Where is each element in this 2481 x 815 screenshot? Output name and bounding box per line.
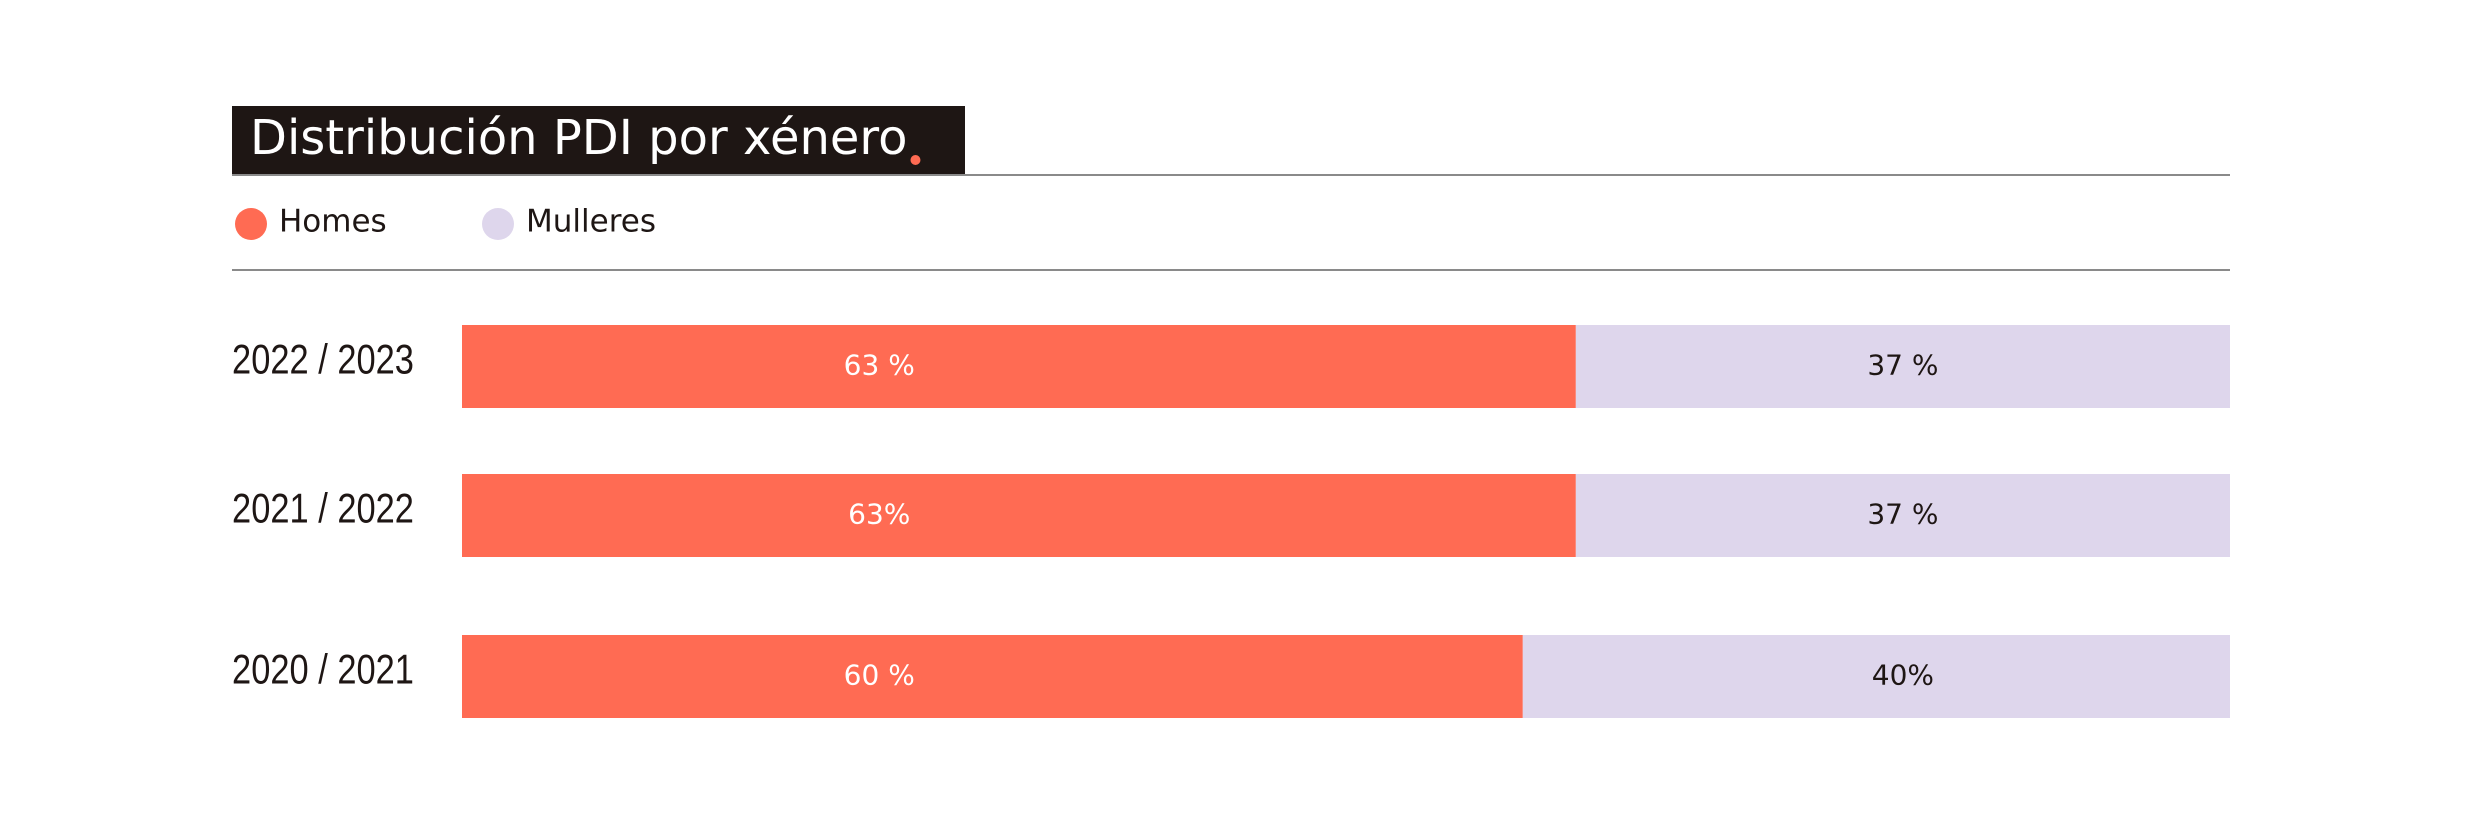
value-label: 37 % [1867, 498, 1938, 531]
legend-swatch [482, 208, 514, 240]
legend-label: Homes [279, 204, 387, 240]
legend-label: Mulleres [526, 204, 656, 240]
bar-segment [462, 474, 1576, 557]
title-dot [910, 155, 921, 165]
title-background [232, 106, 965, 174]
bar-segment [462, 635, 1523, 718]
bar-segment [1575, 325, 2230, 408]
legend-swatch [235, 208, 267, 240]
bar-segment [462, 325, 1576, 408]
category-label: 2020 / 2021 [232, 646, 414, 693]
value-label: 63 % [844, 349, 915, 382]
bar-segment [1575, 474, 2230, 557]
value-label: 63% [848, 498, 910, 531]
value-label: 60 % [844, 659, 915, 692]
bar-segment [1522, 635, 2230, 718]
value-label: 40% [1872, 659, 1934, 692]
category-label: 2022 / 2023 [232, 336, 414, 383]
chart-title: Distribución PDI por xénero [250, 110, 907, 166]
category-label: 2021 / 2022 [232, 485, 414, 532]
value-label: 37 % [1867, 349, 1938, 382]
